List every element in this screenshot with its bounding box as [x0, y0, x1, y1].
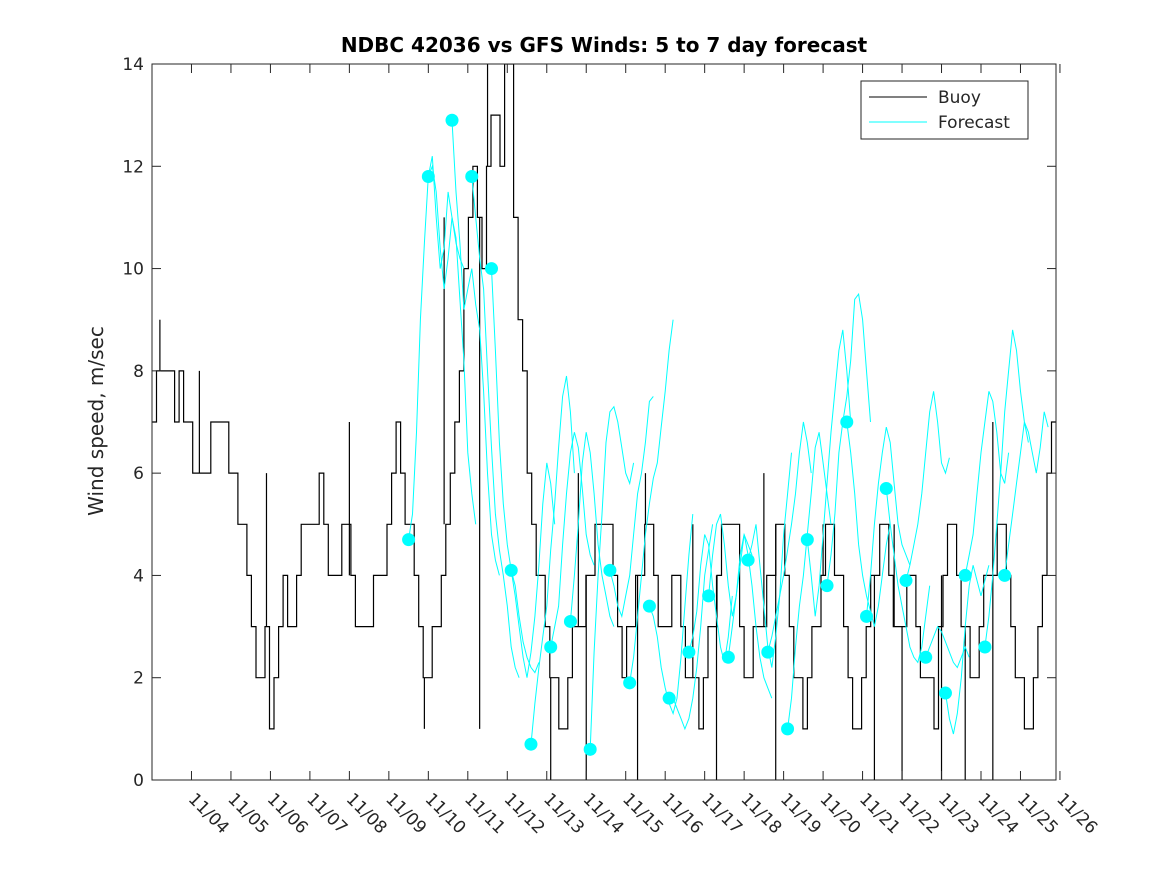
y-tick-label: 4 — [133, 566, 144, 586]
legend-forecast-label: Forecast — [938, 113, 1010, 133]
y-tick-label: 6 — [133, 464, 144, 484]
forecast-marker — [958, 568, 972, 582]
forecast-marker — [998, 568, 1012, 582]
forecast-marker — [583, 742, 597, 756]
forecast-run-line — [629, 319, 674, 683]
forecast-run-line — [609, 396, 654, 619]
forecast-run-line — [427, 164, 477, 525]
forecast-run-line — [569, 432, 615, 627]
forecast-marker — [504, 563, 518, 577]
forecast-run-line — [589, 405, 635, 750]
forecast-marker — [465, 170, 479, 184]
forecast-marker — [860, 609, 874, 623]
forecast-marker — [642, 599, 656, 613]
forecast-run-line — [846, 421, 891, 627]
forecast-run-line — [550, 432, 595, 648]
forecast-marker — [840, 415, 854, 429]
forecast-marker — [919, 650, 933, 664]
forecast-marker — [820, 579, 834, 593]
y-axis-label: Wind speed, m/sec — [84, 326, 108, 516]
legend-box — [860, 80, 1029, 140]
forecast-marker — [563, 614, 577, 628]
forecast-run-line — [806, 329, 852, 617]
y-tick-label: 0 — [133, 771, 144, 791]
forecast-run-line — [787, 432, 832, 729]
forecast-marker — [421, 170, 435, 184]
forecast-run-line — [451, 120, 500, 576]
forecast-run-line — [826, 292, 871, 586]
forecast-series — [408, 120, 1049, 750]
forecast-run-line — [905, 391, 950, 581]
y-tick-label: 2 — [133, 669, 144, 689]
forecast-marker — [938, 686, 952, 700]
legend-buoy-label: Buoy — [938, 88, 981, 108]
forecast-marker — [524, 737, 538, 751]
forecast-marker — [484, 262, 498, 276]
plot-frame — [151, 63, 1057, 781]
y-tick-label: 10 — [122, 260, 144, 280]
y-tick-label: 8 — [133, 362, 144, 382]
forecast-run-line — [727, 534, 773, 699]
forecast-run-line — [866, 426, 911, 617]
forecast-marker — [402, 533, 416, 547]
forecast-marker — [781, 722, 795, 736]
forecast-marker — [662, 691, 676, 705]
forecast-marker — [978, 640, 992, 654]
forecast-marker — [544, 640, 558, 654]
forecast-marker — [721, 650, 735, 664]
forecast-run-line — [510, 462, 556, 678]
buoy-series — [152, 64, 1056, 780]
forecast-run-line — [984, 329, 1029, 648]
chart-title: NDBC 42036 vs GFS Winds: 5 to 7 day fore… — [341, 33, 868, 57]
forecast-run-line — [945, 565, 990, 735]
y-tick-label: 12 — [122, 157, 144, 177]
forecast-marker — [899, 574, 913, 588]
forecast-marker — [800, 533, 814, 547]
forecast-run-line — [648, 514, 694, 716]
forecast-run-line — [408, 156, 465, 540]
forecast-run-line — [471, 176, 520, 678]
forecast-marker — [445, 113, 459, 127]
forecast-marker — [603, 563, 617, 577]
forecast-marker — [702, 589, 716, 603]
forecast-marker — [879, 481, 893, 495]
forecast-marker — [761, 645, 775, 659]
forecast-marker — [741, 553, 755, 567]
forecast-marker — [623, 676, 637, 690]
forecast-run-line — [767, 421, 812, 653]
y-tick-label: 14 — [122, 55, 144, 75]
forecast-run-line — [1004, 411, 1049, 576]
forecast-run-line — [885, 488, 931, 664]
forecast-markers — [402, 113, 1012, 756]
forecast-run-line — [925, 625, 970, 669]
forecast-marker — [682, 645, 696, 659]
forecast-run-line — [964, 391, 1010, 576]
forecast-run-line — [491, 268, 540, 674]
legend: Buoy Forecast — [860, 80, 1029, 140]
forecast-run-line — [669, 524, 714, 731]
forecast-run-line — [530, 375, 575, 745]
